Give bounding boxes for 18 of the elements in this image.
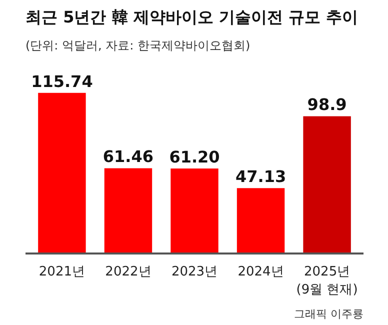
x-tick-label: 2023년 — [171, 264, 218, 280]
x-tick-label: 2022년 — [105, 264, 152, 280]
bar — [303, 116, 351, 254]
bar — [38, 92, 86, 254]
chart-subtitle: (단위: 억달러, 자료: 한국제약바이오협회) — [26, 38, 250, 52]
bar — [104, 168, 152, 254]
text: 그래픽 이주룡 — [294, 308, 364, 320]
x-tick-label: 2021년 — [38, 264, 86, 280]
x-tick-label: 2024년 — [238, 264, 284, 280]
data-label: 115.74 — [31, 72, 93, 91]
bar — [236, 188, 285, 254]
bar — [170, 168, 218, 254]
data-label: 61.46 — [102, 147, 154, 166]
data-label: 61.20 — [169, 148, 220, 167]
data-label: 98.9 — [307, 95, 347, 114]
chart-title: 최근 5년간 韓 제약바이오 기술이전 규모 추이 — [26, 8, 358, 26]
x-tick-label: 2025년 (9월 현재) — [296, 264, 358, 298]
data-label: 47.13 — [235, 167, 286, 186]
